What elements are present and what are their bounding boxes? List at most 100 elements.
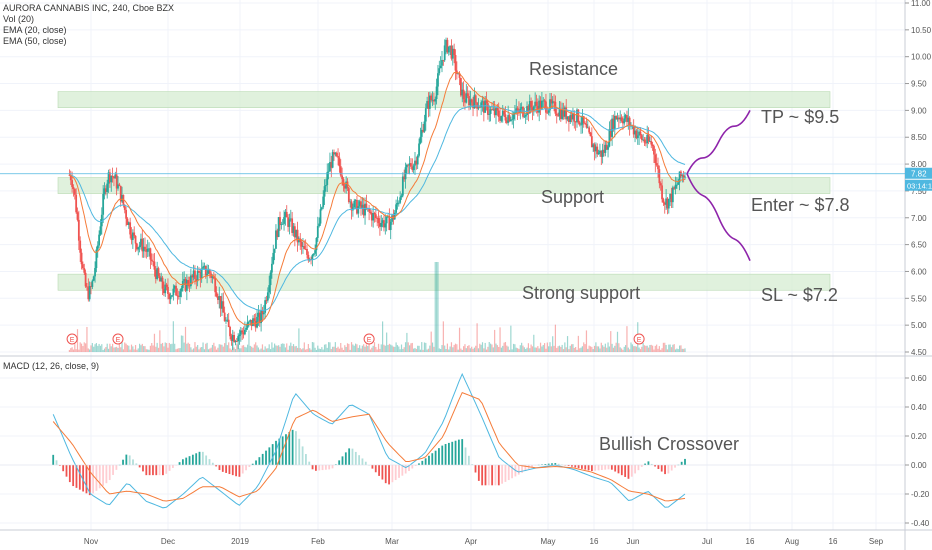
candle-body xyxy=(358,201,361,207)
candle-body xyxy=(524,115,527,117)
volume-bar xyxy=(629,349,631,352)
volume-bar xyxy=(595,342,597,352)
candle-body xyxy=(400,195,403,198)
volume-bar xyxy=(253,344,255,352)
candle-body xyxy=(538,100,541,113)
candle-body xyxy=(194,270,196,279)
volume-bar xyxy=(268,344,270,352)
volume-bar xyxy=(134,345,137,352)
candle-body xyxy=(114,174,117,179)
tp-projection-path[interactable] xyxy=(686,110,751,175)
candle-body xyxy=(582,116,585,124)
volume-bar xyxy=(442,321,444,352)
volume-bar xyxy=(614,345,616,352)
candle-body xyxy=(298,238,300,243)
volume-bar xyxy=(664,342,666,352)
candle-body xyxy=(507,115,510,123)
candle-body xyxy=(319,209,322,224)
histogram-bar xyxy=(82,465,85,492)
histogram-bar xyxy=(404,465,407,474)
candle-body xyxy=(222,301,225,313)
volume-bar xyxy=(503,342,505,352)
sl-projection-path[interactable] xyxy=(686,173,751,262)
volume-bar xyxy=(444,345,446,352)
candle-body xyxy=(647,134,650,142)
volume-bar xyxy=(78,349,80,352)
histogram-bar xyxy=(401,465,404,476)
candle-body xyxy=(235,341,238,342)
candle-body xyxy=(75,194,78,213)
volume-bar xyxy=(571,344,573,352)
histogram-bar xyxy=(98,465,101,489)
volume-bar xyxy=(159,330,161,352)
volume-bar xyxy=(83,342,85,352)
volume-bar xyxy=(554,324,556,352)
histogram-bar xyxy=(428,455,430,465)
histogram-bar xyxy=(501,465,504,484)
candle-body xyxy=(260,310,262,324)
support-zone[interactable] xyxy=(57,177,831,194)
volume-bar xyxy=(623,346,625,352)
volume-bar xyxy=(121,342,123,352)
candle-body xyxy=(482,101,485,113)
volume-bar xyxy=(82,346,84,352)
candle-body xyxy=(177,296,180,297)
earnings-marker-icon[interactable] xyxy=(363,333,375,345)
volume-bar xyxy=(458,327,461,352)
volume-bar xyxy=(672,344,674,352)
candle-body xyxy=(318,223,321,227)
candle-body xyxy=(639,131,642,136)
candle-body xyxy=(619,117,622,120)
volume-bar xyxy=(604,343,606,352)
candle-body xyxy=(586,127,589,129)
volume-bar xyxy=(380,344,382,352)
candle-body xyxy=(370,212,373,221)
time-tick-label: 16 xyxy=(746,537,755,546)
volume-bar xyxy=(182,335,184,352)
candle-body xyxy=(674,184,677,189)
histogram-bar xyxy=(431,453,434,465)
earnings-marker-icon[interactable] xyxy=(633,333,645,345)
histogram-bar xyxy=(268,447,271,465)
volume-bar xyxy=(278,345,280,352)
candle-body xyxy=(335,152,338,157)
candle-body xyxy=(535,101,538,106)
candle-body xyxy=(580,124,582,126)
candle-body xyxy=(599,150,601,153)
volume-bar xyxy=(85,343,87,352)
volume-bar xyxy=(122,349,124,352)
candle-body xyxy=(149,248,152,260)
histogram-bar xyxy=(311,465,314,470)
histogram-bar xyxy=(650,463,653,465)
indicator-volume: Vol (20) xyxy=(3,14,35,24)
volume-bar xyxy=(164,342,166,352)
candle-body xyxy=(595,146,597,152)
histogram-bar xyxy=(128,455,131,465)
candle-body xyxy=(531,107,534,112)
volume-bar xyxy=(338,348,340,352)
volume-bar xyxy=(377,343,380,352)
volume-bar xyxy=(407,342,409,352)
candle-body xyxy=(632,125,635,135)
candle-body xyxy=(204,265,207,276)
histogram-bar xyxy=(464,447,467,465)
candle-body xyxy=(217,296,219,300)
earnings-marker-icon[interactable] xyxy=(112,333,124,345)
volume-bar xyxy=(573,347,575,352)
time-tick-label: 2019 xyxy=(231,537,249,546)
volume-bar xyxy=(472,348,474,352)
strong-support-zone[interactable] xyxy=(57,273,831,291)
volume-bar xyxy=(681,348,683,352)
histogram-bar xyxy=(567,465,570,466)
candle-body xyxy=(117,184,119,189)
candle-body xyxy=(218,296,221,300)
volume-bar xyxy=(454,343,457,352)
earnings-marker-icon[interactable] xyxy=(66,333,78,345)
volume-bar xyxy=(386,332,388,352)
candle-body xyxy=(420,129,423,137)
volume-bar xyxy=(646,345,648,352)
volume-bar xyxy=(387,345,389,352)
histogram-bar xyxy=(371,465,374,469)
volume-bar xyxy=(433,346,435,352)
